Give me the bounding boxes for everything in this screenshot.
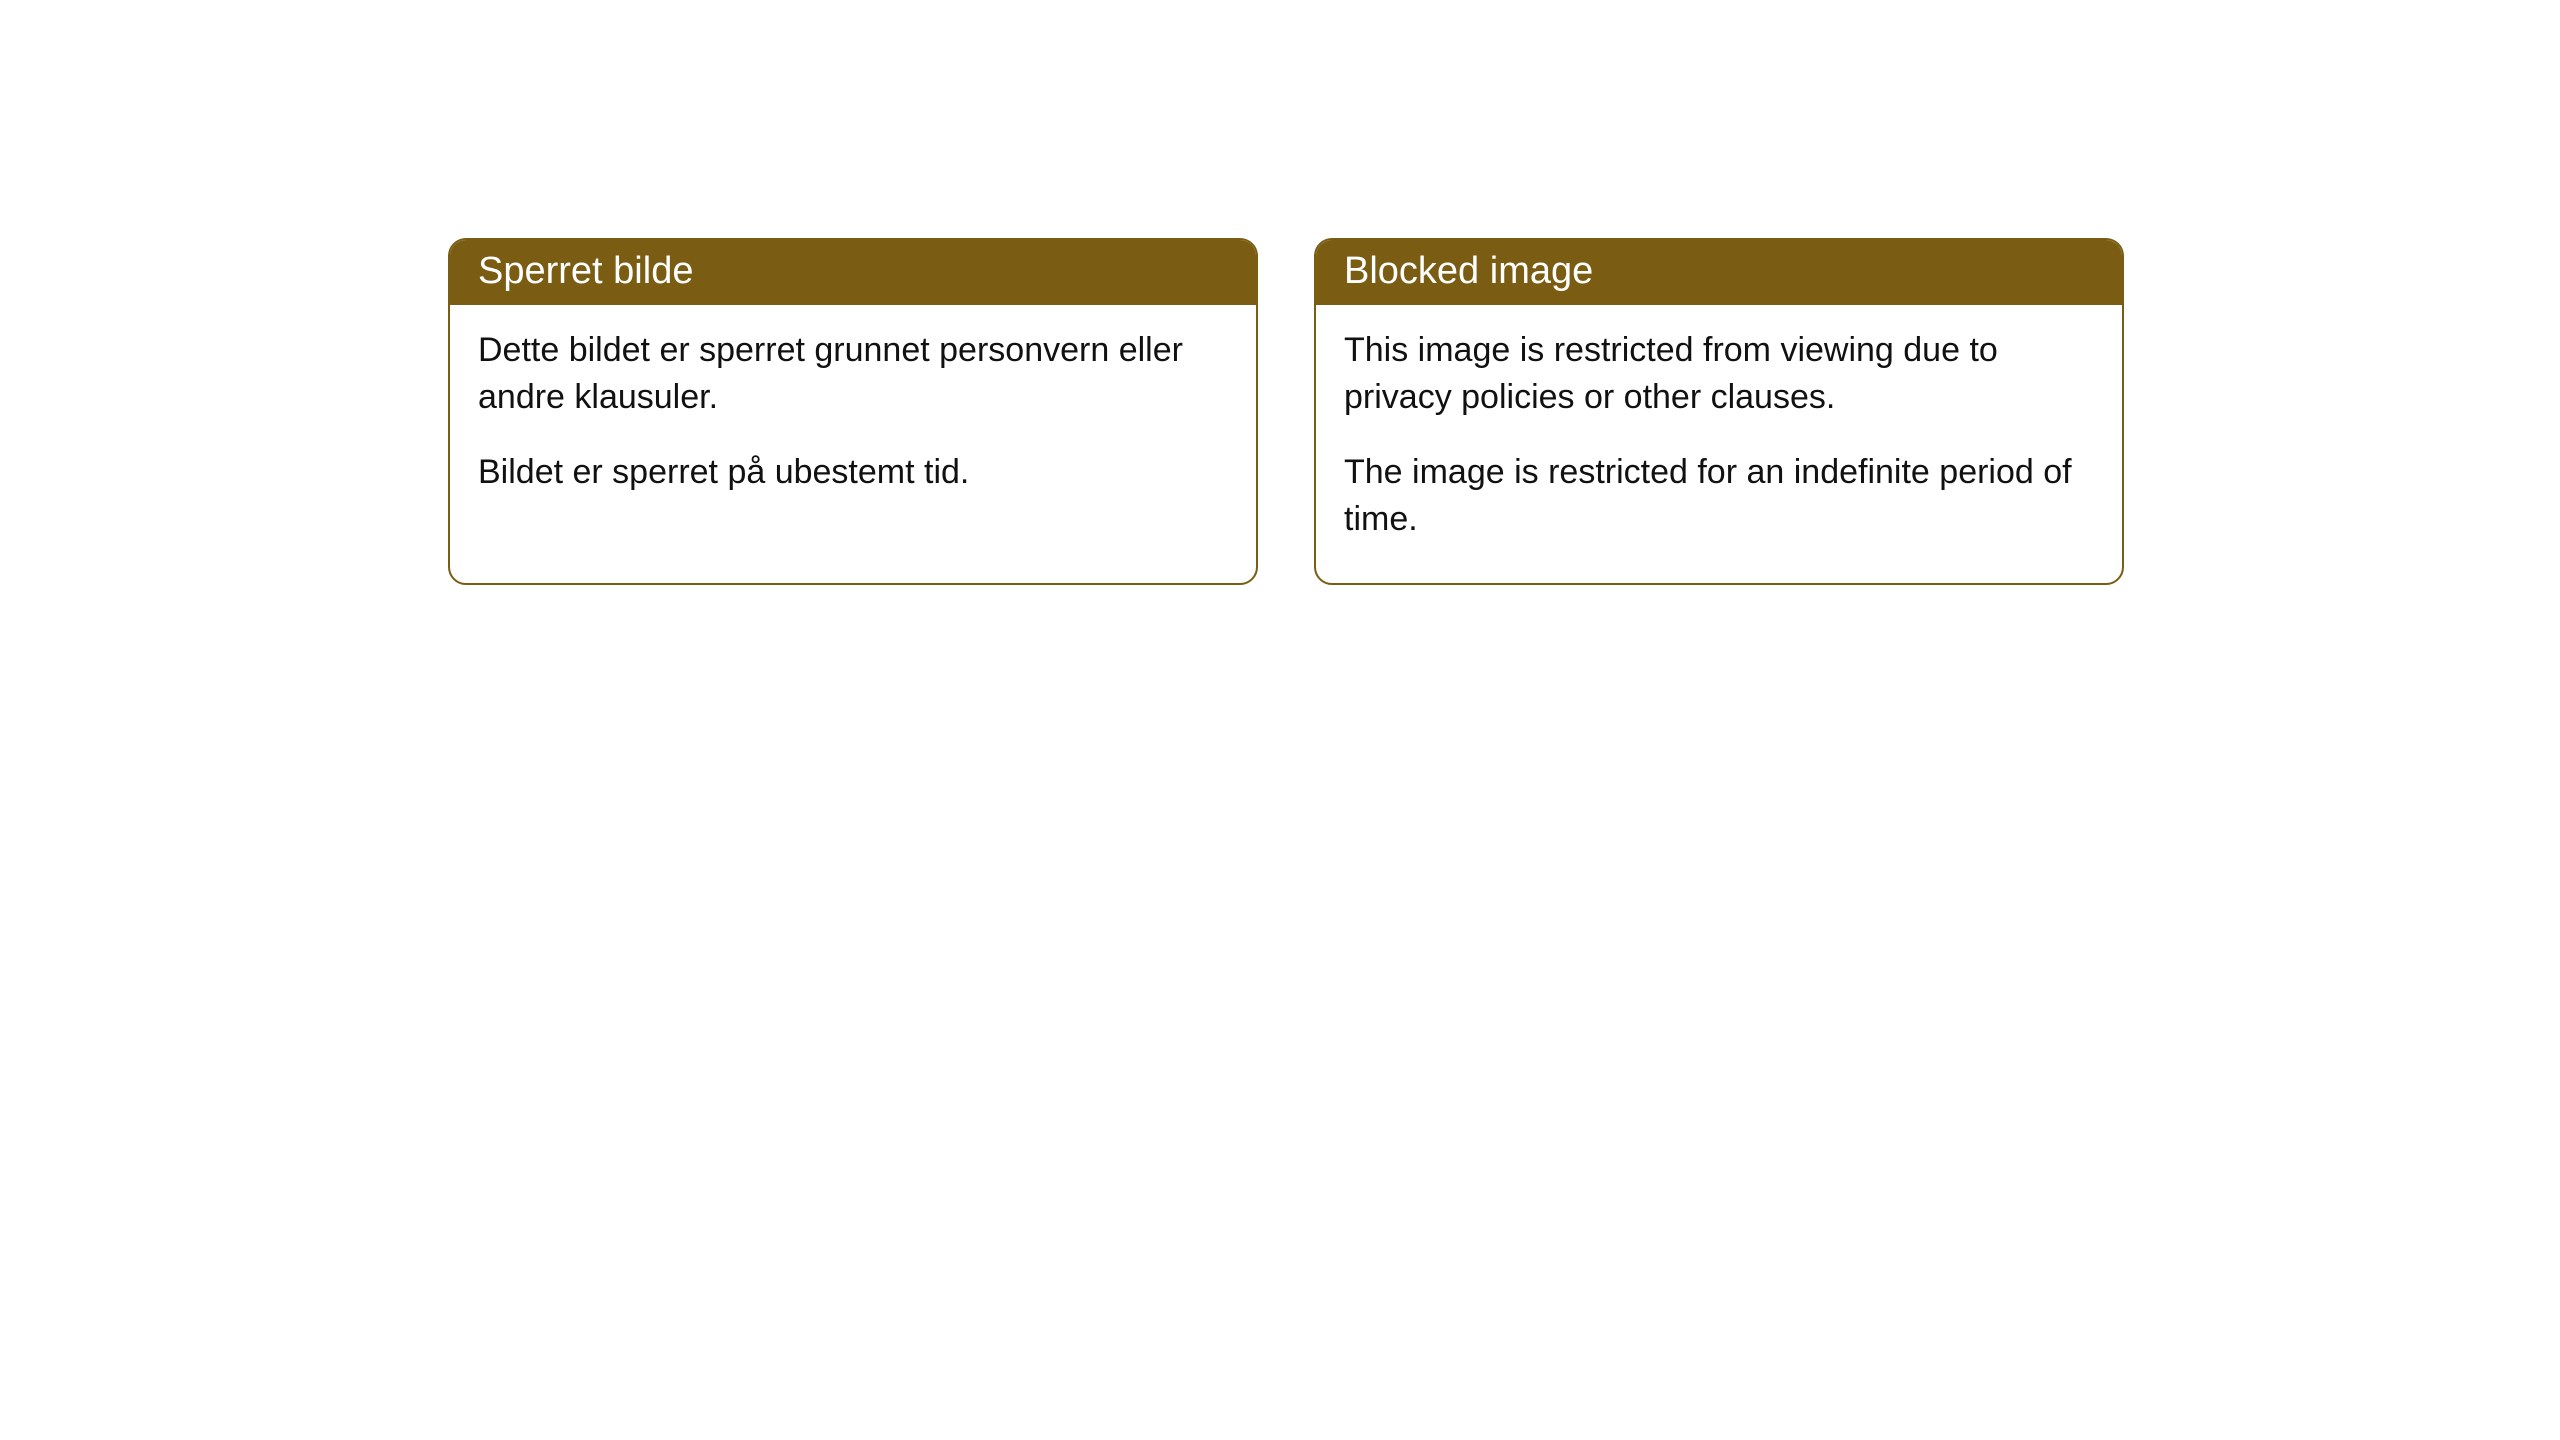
blocked-image-card-en: Blocked image This image is restricted f…: [1314, 238, 2124, 585]
card-body-no: Dette bildet er sperret grunnet personve…: [450, 305, 1256, 536]
card-header-no: Sperret bilde: [450, 240, 1256, 305]
card-paragraph-no-1: Dette bildet er sperret grunnet personve…: [478, 327, 1228, 421]
card-paragraph-no-2: Bildet er sperret på ubestemt tid.: [478, 449, 1228, 496]
card-title-no: Sperret bilde: [478, 250, 693, 292]
card-title-en: Blocked image: [1344, 250, 1593, 292]
card-paragraph-en-2: The image is restricted for an indefinit…: [1344, 449, 2094, 543]
card-header-en: Blocked image: [1316, 240, 2122, 305]
card-body-en: This image is restricted from viewing du…: [1316, 305, 2122, 583]
blocked-image-card-no: Sperret bilde Dette bildet er sperret gr…: [448, 238, 1258, 585]
notice-cards-container: Sperret bilde Dette bildet er sperret gr…: [448, 238, 2560, 585]
card-paragraph-en-1: This image is restricted from viewing du…: [1344, 327, 2094, 421]
